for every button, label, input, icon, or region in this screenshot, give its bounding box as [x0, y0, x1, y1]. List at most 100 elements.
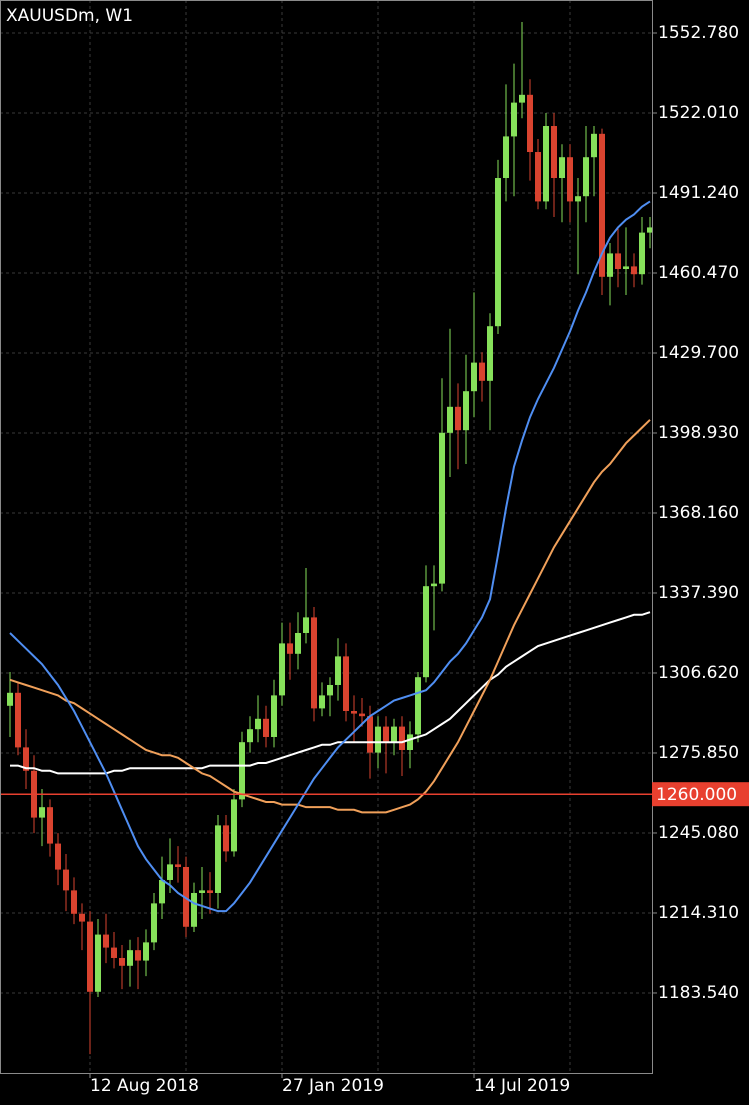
- candle-body: [39, 807, 45, 818]
- level-label-box: [652, 782, 749, 807]
- candle-body: [399, 726, 405, 750]
- candle-body: [583, 157, 589, 197]
- candle-body: [279, 643, 285, 696]
- candle-body: [463, 391, 469, 431]
- candle-body: [287, 643, 293, 654]
- candle-body: [623, 266, 629, 270]
- y-tick-label: 1398.930: [658, 423, 739, 443]
- candle-body: [527, 94, 533, 153]
- y-tick-label: 1368.160: [658, 503, 739, 523]
- candle-body: [591, 133, 597, 158]
- candle-body: [207, 890, 213, 893]
- y-tick-label: 1306.620: [658, 663, 739, 683]
- candle-body: [431, 583, 437, 587]
- candle-body: [367, 716, 373, 753]
- candle-body: [175, 864, 181, 867]
- candle-body: [263, 718, 269, 737]
- candle-body: [119, 957, 125, 966]
- candle-body: [567, 157, 573, 202]
- x-tick-label: 14 Jul 2019: [474, 1076, 570, 1096]
- plot-frame: [0, 0, 653, 1074]
- candle-body: [127, 950, 133, 966]
- candle-body: [343, 656, 349, 711]
- candle-body: [239, 742, 245, 800]
- candle-body: [599, 133, 605, 277]
- candle-body: [351, 710, 357, 714]
- ma-line: [10, 611, 651, 775]
- level-label: 1260.000: [656, 785, 737, 805]
- y-tick-label: 1552.780: [658, 23, 739, 43]
- candle-body: [103, 934, 109, 948]
- plot: [0, 22, 653, 1055]
- candle-body: [543, 126, 549, 202]
- y-tick-label: 1275.850: [658, 743, 739, 763]
- candle-body: [439, 432, 445, 584]
- candle-body: [255, 718, 261, 730]
- candle-body: [247, 729, 253, 743]
- candle-body: [487, 326, 493, 381]
- candle-body: [511, 102, 517, 137]
- candle-body: [167, 864, 173, 880]
- y-tick-label: 1183.540: [658, 983, 739, 1003]
- candle-body: [495, 178, 501, 327]
- ma-line: [9, 419, 651, 814]
- candle-body: [519, 94, 525, 103]
- candle-body: [423, 586, 429, 678]
- candle-body: [383, 726, 389, 743]
- candle-body: [335, 656, 341, 685]
- candle-body: [55, 843, 61, 870]
- candle-body: [191, 892, 197, 927]
- candle-body: [23, 747, 29, 771]
- candle-body: [199, 890, 205, 893]
- axis: 1552.780 1522.010 1491.240 1460.470 1429.700…: [89, 23, 749, 1096]
- candle-body: [215, 825, 221, 893]
- candle-body: [87, 921, 93, 992]
- candle-body: [271, 695, 277, 737]
- candle-body: [559, 157, 565, 179]
- candle-body: [407, 734, 413, 750]
- y-tick-label: 1245.080: [658, 823, 739, 843]
- candle-body: [415, 677, 421, 735]
- candle-body: [639, 232, 645, 275]
- y-tick-label: 1522.010: [658, 103, 739, 123]
- candle-body: [615, 253, 621, 270]
- candle-body: [359, 713, 365, 717]
- candle-body: [79, 913, 85, 922]
- candle-body: [391, 726, 397, 743]
- candle-body: [183, 866, 189, 927]
- candle-body: [575, 196, 581, 202]
- candle-body: [151, 903, 157, 943]
- candle-body: [551, 126, 557, 179]
- y-tick-label: 1460.470: [658, 263, 739, 283]
- candle-body: [647, 227, 653, 233]
- candle-body: [231, 799, 237, 852]
- candle-body: [7, 692, 13, 706]
- candle-body: [47, 807, 53, 844]
- candle-body: [111, 947, 117, 958]
- candle-body: [375, 726, 381, 753]
- chart-title: XAUUSDm, W1: [6, 6, 133, 26]
- candle-body: [455, 406, 461, 431]
- candle-body: [535, 152, 541, 202]
- ma-line: [9, 200, 651, 913]
- candle-body: [503, 136, 509, 179]
- candle-body: [607, 253, 613, 277]
- candle-body: [631, 266, 637, 275]
- candle-body: [471, 362, 477, 392]
- candle-body: [319, 695, 325, 709]
- candle-body: [303, 617, 309, 633]
- y-tick-label: 1337.390: [658, 583, 739, 603]
- x-tick-label: 12 Aug 2018: [90, 1076, 199, 1096]
- candle-body: [295, 632, 301, 654]
- candle-body: [63, 869, 69, 891]
- candle-body: [15, 692, 21, 748]
- candle-body: [479, 362, 485, 381]
- candle-body: [135, 950, 141, 961]
- candle-body: [95, 934, 101, 992]
- y-tick-label: 1214.310: [658, 903, 739, 923]
- candle-body: [311, 617, 317, 709]
- candle-body: [327, 684, 333, 696]
- x-tick-label: 27 Jan 2019: [282, 1076, 384, 1096]
